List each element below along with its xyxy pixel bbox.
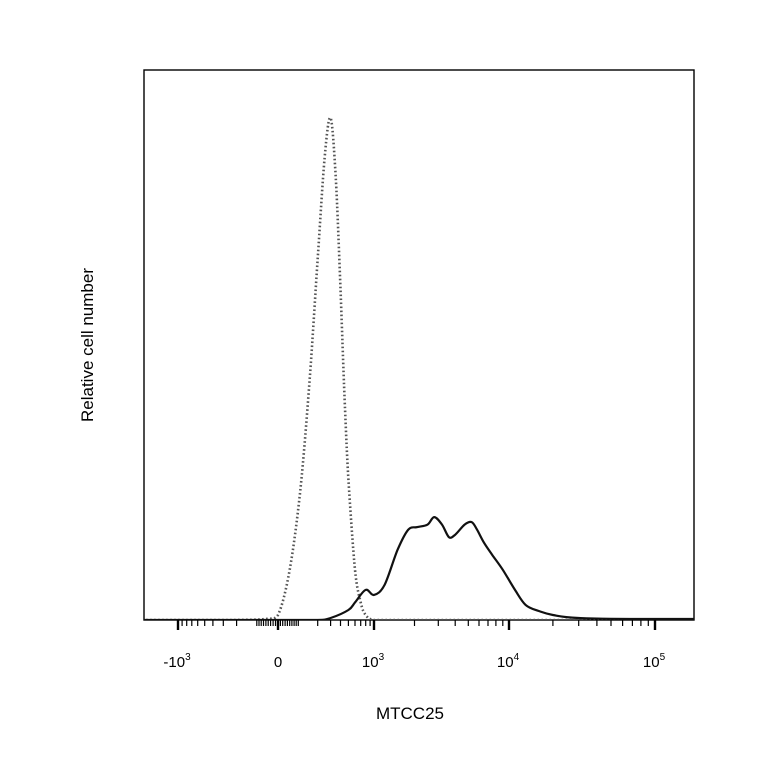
x-tick-label: 105 [643, 652, 666, 671]
plot-frame [143, 69, 695, 621]
x-axis-tick-labels: -103 0 103 104 105 [163, 652, 665, 671]
x-axis-title: MTCC25 [376, 704, 444, 723]
x-tick-label: 0 [274, 654, 282, 671]
series-layer [144, 116, 694, 620]
dotted-histogram-line [144, 116, 694, 620]
solid-histogram-line [144, 515, 694, 620]
x-tick-label: 104 [497, 652, 520, 671]
x-axis-ticks [176, 620, 657, 630]
x-tick-label: 103 [362, 652, 385, 671]
x-tick-label: -103 [163, 652, 191, 671]
y-axis-title: Relative cell number [78, 268, 97, 422]
